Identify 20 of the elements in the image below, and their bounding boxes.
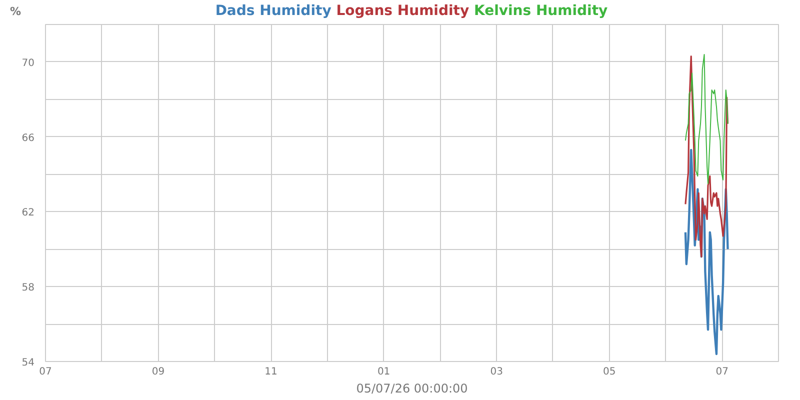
text: Logans Humidity	[336, 3, 470, 19]
x-axis-title: 05/07/26 00:00:00	[356, 382, 468, 396]
x-tick-label: 01	[377, 366, 390, 378]
y-axis-title: %	[10, 4, 22, 20]
x-tick-label: 09	[152, 366, 165, 378]
y-tick-label: 54	[22, 358, 35, 368]
y-tick-label: 62	[22, 208, 35, 219]
line-series	[684, 148, 729, 356]
y-tick-label: 58	[22, 282, 35, 294]
x-tick-label: 11	[264, 366, 278, 378]
y-tick-label: 66	[22, 132, 35, 144]
x-tick-label: 03	[490, 366, 503, 378]
x-tick-label: 07	[39, 366, 52, 378]
line-series	[684, 54, 728, 184]
x-tick-label: 07	[716, 366, 728, 378]
y-tick-label: 70	[22, 58, 35, 69]
text: Dads Humidity	[215, 3, 332, 19]
text: Kelvins Humidity	[474, 3, 608, 19]
line-series	[684, 56, 729, 258]
x-tick-label: 05	[602, 366, 616, 378]
